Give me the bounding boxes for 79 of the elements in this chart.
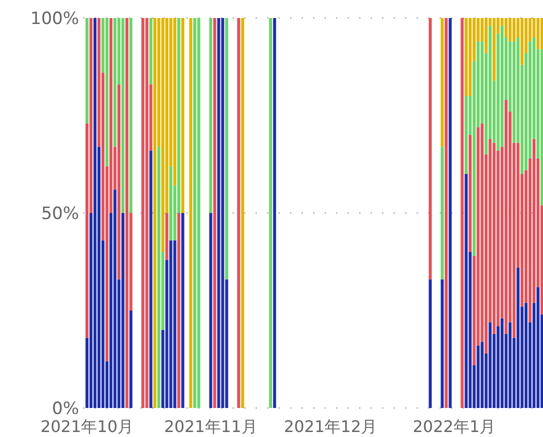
- y-tick-label: 100%: [30, 9, 79, 29]
- bar: [157, 146, 160, 408]
- bar: [173, 18, 176, 186]
- bar: [237, 18, 240, 408]
- bar: [181, 213, 184, 408]
- bar: [93, 18, 96, 408]
- bar: [165, 213, 168, 260]
- bar: [460, 18, 464, 408]
- bar: [169, 240, 172, 408]
- bar: [273, 18, 276, 408]
- bar: [504, 100, 508, 334]
- bar: [440, 279, 444, 408]
- bar: [181, 18, 184, 213]
- bar: [269, 18, 272, 408]
- bar: [536, 287, 540, 408]
- bar: [464, 96, 468, 174]
- bar: [173, 240, 176, 408]
- bar: [508, 322, 512, 408]
- bar: [189, 18, 192, 408]
- bar: [520, 18, 524, 65]
- bar: [468, 135, 472, 252]
- bar: [125, 18, 128, 408]
- bar: [444, 18, 448, 408]
- bar: [105, 18, 108, 166]
- bar: [149, 18, 152, 84]
- bar: [169, 166, 172, 240]
- x-tick-label: 2021年11月: [164, 417, 258, 436]
- bar: [468, 18, 472, 96]
- bar: [221, 18, 224, 408]
- bar: [480, 342, 484, 408]
- bar: [225, 18, 228, 280]
- bar: [193, 18, 196, 408]
- bar: [508, 18, 512, 42]
- bar: [440, 18, 444, 147]
- bar: [121, 213, 124, 408]
- bar: [177, 213, 180, 408]
- bar: [500, 26, 504, 147]
- bar: [512, 18, 516, 42]
- bar: [488, 322, 492, 408]
- bar: [540, 49, 543, 206]
- bar: [213, 18, 216, 408]
- bar: [464, 18, 468, 96]
- x-tick-label: 2021年12月: [284, 417, 377, 436]
- bar: [464, 174, 468, 408]
- bar: [428, 18, 432, 280]
- bar: [492, 142, 496, 334]
- bar: [209, 213, 212, 408]
- bar: [536, 18, 540, 50]
- y-tick-label: 0%: [52, 399, 79, 419]
- bar: [512, 41, 516, 143]
- bar: [129, 18, 132, 213]
- bar: [448, 18, 452, 408]
- bar: [428, 279, 432, 408]
- bar: [504, 18, 508, 38]
- bar: [141, 18, 144, 408]
- x-tick-label: 2021年10月: [40, 417, 134, 436]
- bar: [113, 18, 116, 147]
- bar: [85, 18, 88, 124]
- x-tick-label: 2022年1月: [412, 417, 496, 436]
- bar: [209, 18, 212, 213]
- bar: [241, 18, 244, 408]
- bar: [149, 150, 152, 408]
- bar: [540, 18, 543, 50]
- bar: [153, 18, 156, 408]
- bar: [145, 18, 148, 408]
- bar: [129, 310, 132, 408]
- bar: [476, 346, 480, 408]
- bar: [113, 190, 116, 408]
- bar: [516, 268, 520, 408]
- y-tick-label: 50%: [41, 204, 79, 224]
- bar: [440, 146, 444, 280]
- bar: [500, 318, 504, 408]
- bar: [492, 18, 496, 80]
- bar: [161, 18, 164, 252]
- bar: [117, 84, 120, 280]
- bar: [484, 18, 488, 54]
- bar: [121, 18, 124, 213]
- bar: [217, 18, 220, 408]
- bar: [524, 302, 528, 408]
